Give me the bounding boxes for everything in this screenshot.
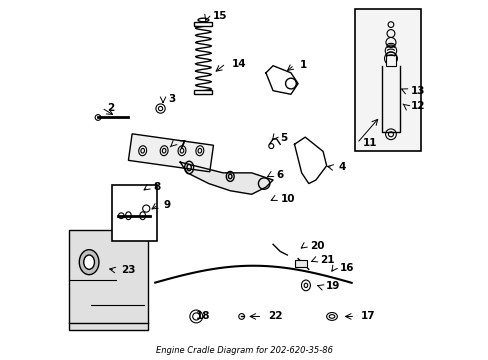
Text: 4: 4	[338, 162, 346, 172]
Text: 20: 20	[309, 241, 324, 251]
Text: 9: 9	[163, 200, 170, 210]
Text: 21: 21	[319, 255, 334, 265]
Text: Engine Cradle Diagram for 202-620-35-86: Engine Cradle Diagram for 202-620-35-86	[156, 346, 332, 355]
Bar	[294, 260, 306, 267]
Text: 17: 17	[360, 311, 375, 321]
Ellipse shape	[83, 255, 94, 269]
Bar	[111, 185, 157, 241]
Text: 2: 2	[107, 103, 114, 113]
Bar	[128, 134, 213, 172]
Text: 22: 22	[267, 311, 282, 321]
Bar	[194, 90, 212, 94]
Text: 7: 7	[178, 140, 185, 150]
Text: 8: 8	[153, 182, 161, 192]
Text: 10: 10	[280, 194, 294, 203]
Text: 3: 3	[168, 94, 176, 104]
Text: 13: 13	[410, 86, 425, 96]
Text: 14: 14	[231, 59, 246, 68]
Bar	[194, 22, 212, 26]
Ellipse shape	[79, 249, 99, 275]
Polygon shape	[180, 162, 272, 194]
Bar	[354, 9, 421, 152]
Text: 15: 15	[212, 12, 227, 21]
Text: 16: 16	[340, 262, 354, 273]
FancyBboxPatch shape	[69, 230, 148, 330]
Text: 12: 12	[410, 101, 425, 111]
Text: 1: 1	[300, 60, 307, 70]
Text: 19: 19	[325, 282, 340, 292]
Bar	[385, 55, 395, 66]
Text: 5: 5	[279, 133, 286, 143]
Text: 6: 6	[276, 170, 283, 180]
Text: 18: 18	[196, 311, 210, 321]
Text: 23: 23	[121, 265, 135, 275]
Text: 11: 11	[362, 138, 376, 148]
